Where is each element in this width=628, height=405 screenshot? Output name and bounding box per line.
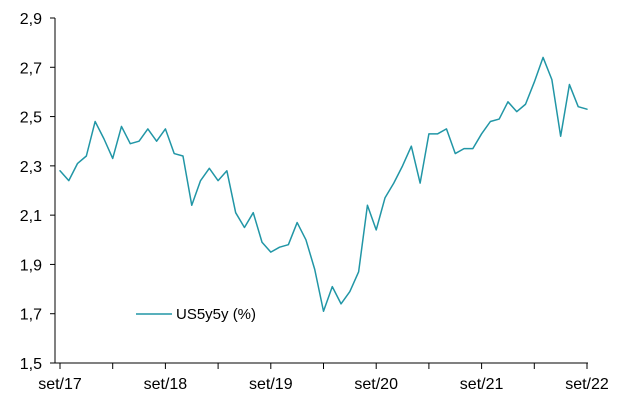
y-tick-label: 2,7 bbox=[20, 60, 42, 77]
x-tick-label: set/20 bbox=[354, 376, 398, 393]
x-tick-label: set/17 bbox=[38, 376, 82, 393]
y-axis: 1,5 1,7 1,9 2,1 2,3 2,5 2,7 2,9 bbox=[20, 11, 56, 373]
series-line-us5y5y bbox=[59, 56, 588, 312]
x-axis: set/17 set/18 set/19 set/20 set/21 set/22 bbox=[38, 362, 609, 393]
legend-label: US5y5y (%) bbox=[176, 306, 256, 323]
y-tick-label: 1,9 bbox=[20, 257, 42, 274]
y-tick-label: 2,1 bbox=[20, 208, 42, 225]
legend: US5y5y (%) bbox=[136, 306, 256, 323]
x-tick-label: set/21 bbox=[460, 376, 504, 393]
series-layer bbox=[59, 56, 588, 312]
y-tick-label: 1,5 bbox=[20, 356, 42, 373]
y-tick-label: 2,9 bbox=[20, 11, 42, 28]
x-tick-label: set/18 bbox=[144, 376, 188, 393]
x-tick-label: set/22 bbox=[565, 376, 609, 393]
y-tick-label: 2,3 bbox=[20, 159, 42, 176]
y-tick-label: 1,7 bbox=[20, 307, 42, 324]
x-tick-label: set/19 bbox=[249, 376, 293, 393]
y-tick-label: 2,5 bbox=[20, 110, 42, 127]
